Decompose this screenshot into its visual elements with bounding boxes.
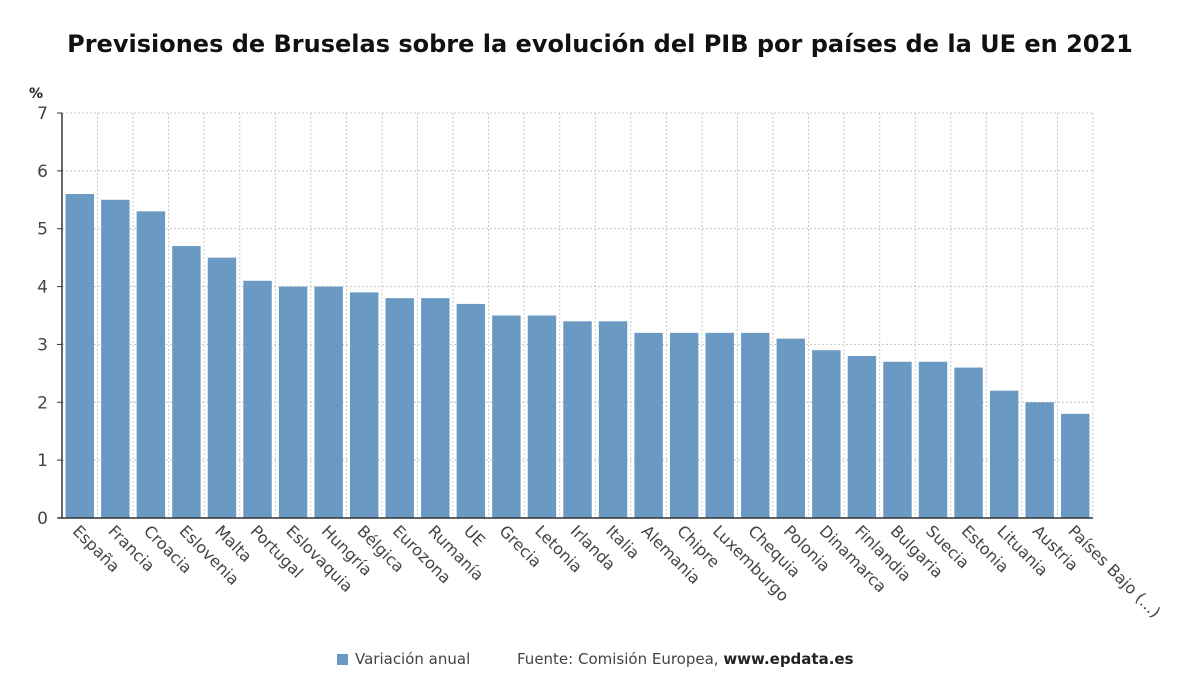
bar bbox=[349, 292, 379, 518]
y-tick-label: 3 bbox=[37, 335, 48, 355]
x-tick-label: UE bbox=[460, 521, 489, 550]
legend-swatch bbox=[337, 654, 348, 665]
axes bbox=[57, 112, 1093, 519]
bars bbox=[65, 194, 1090, 519]
bar bbox=[527, 315, 557, 518]
bar bbox=[421, 298, 450, 518]
bar bbox=[1025, 402, 1054, 518]
bar bbox=[314, 286, 343, 518]
bar bbox=[705, 332, 734, 518]
y-tick-label: 4 bbox=[37, 278, 48, 298]
legend-label: Variación anual bbox=[355, 650, 471, 668]
chart-title: Previsiones de Bruselas sobre la evoluci… bbox=[67, 30, 1133, 58]
bar-chart-svg: 0 1 2 3 4 5 6 7 EspañaFranciaCroaciaEsloveniaMa… bbox=[29, 86, 1165, 622]
bar bbox=[918, 361, 948, 518]
bar bbox=[207, 257, 237, 518]
y-tick-labels: 0 1 2 3 4 5 6 7 bbox=[37, 104, 48, 529]
bar bbox=[385, 298, 414, 518]
x-tick-label: Países Bajo (...) bbox=[1064, 521, 1164, 621]
bar bbox=[563, 321, 592, 518]
grid bbox=[61, 112, 1094, 518]
bar bbox=[989, 390, 1019, 518]
y-tick-label: 5 bbox=[37, 220, 48, 240]
bar bbox=[598, 321, 628, 518]
bar bbox=[243, 280, 272, 518]
y-tick-label: 1 bbox=[37, 451, 48, 471]
y-tick-label: 2 bbox=[37, 393, 48, 413]
bar bbox=[812, 350, 841, 518]
y-axis-label: % bbox=[29, 86, 43, 102]
bar bbox=[492, 315, 521, 518]
bar bbox=[278, 286, 308, 518]
bar bbox=[741, 332, 770, 518]
bar bbox=[776, 338, 806, 518]
bar bbox=[65, 194, 94, 518]
bar bbox=[847, 356, 877, 518]
legend: Variación anual Fuente: Comisión Europea… bbox=[0, 650, 1200, 672]
y-tick-label: 7 bbox=[37, 104, 48, 124]
y-tick-label: 6 bbox=[37, 162, 48, 182]
bar bbox=[456, 303, 486, 518]
bar bbox=[669, 332, 699, 518]
bar bbox=[883, 361, 912, 518]
bar bbox=[1061, 413, 1090, 518]
source-note: Fuente: Comisión Europea, www.epdata.es bbox=[517, 650, 854, 668]
bar bbox=[172, 246, 201, 519]
source-prefix: Fuente: Comisión Europea, bbox=[517, 650, 724, 668]
bar bbox=[634, 332, 663, 518]
bar bbox=[101, 199, 130, 519]
bar bbox=[954, 367, 983, 518]
y-tick-label: 0 bbox=[37, 509, 48, 529]
source-site: www.epdata.es bbox=[723, 650, 854, 668]
bar bbox=[136, 211, 166, 518]
x-tick-labels: EspañaFranciaCroaciaEsloveniaMaltaPortug… bbox=[69, 521, 1165, 621]
